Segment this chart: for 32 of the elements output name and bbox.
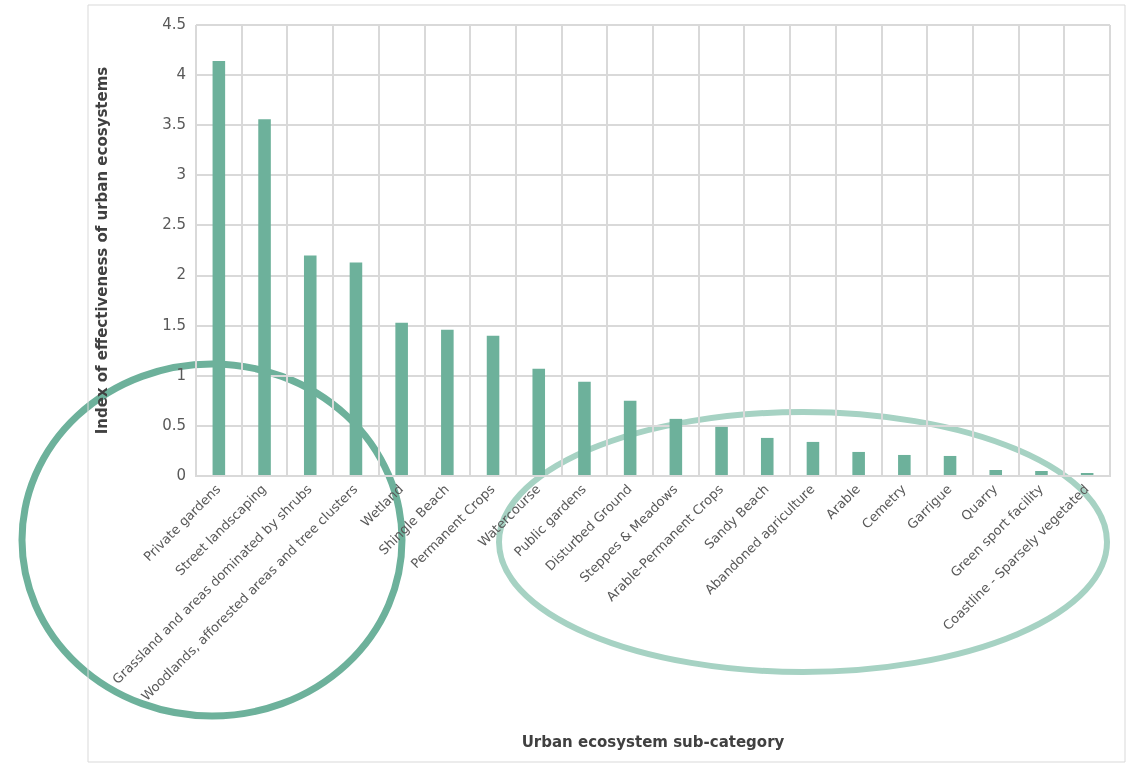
bar <box>1080 472 1094 475</box>
y-tick-label: 0.5 <box>162 415 186 434</box>
y-tick-label: 4 <box>176 65 186 83</box>
y-tick-label: 4.5 <box>162 14 186 33</box>
y-tick-label: 0 <box>176 465 186 484</box>
y-tick-label: 1 <box>176 365 186 384</box>
bar <box>760 437 774 475</box>
bar <box>943 455 957 475</box>
bar <box>578 381 591 475</box>
bar <box>806 441 820 475</box>
y-tick-label: 1.5 <box>162 315 186 334</box>
bar <box>898 454 911 475</box>
bar <box>715 426 728 475</box>
x-axis-title: Urban ecosystem sub-category <box>521 732 785 751</box>
y-tick-label: 2 <box>176 265 186 284</box>
bar <box>989 469 1003 475</box>
y-tick-label: 3 <box>176 165 186 184</box>
bar <box>852 451 865 475</box>
bar <box>1035 470 1048 475</box>
bar <box>669 418 683 475</box>
y-axis-title: Index of effectiveness of urban ecosystems <box>92 66 111 435</box>
bar <box>623 400 637 475</box>
bar <box>395 322 408 475</box>
bar <box>303 255 317 475</box>
bar <box>532 368 546 475</box>
y-tick-label: 2.5 <box>162 215 186 234</box>
bar <box>349 262 363 475</box>
bar <box>212 61 226 475</box>
y-tick-label: 3.5 <box>162 115 186 134</box>
bar <box>486 335 500 475</box>
bar <box>441 329 454 475</box>
bar <box>258 119 271 475</box>
